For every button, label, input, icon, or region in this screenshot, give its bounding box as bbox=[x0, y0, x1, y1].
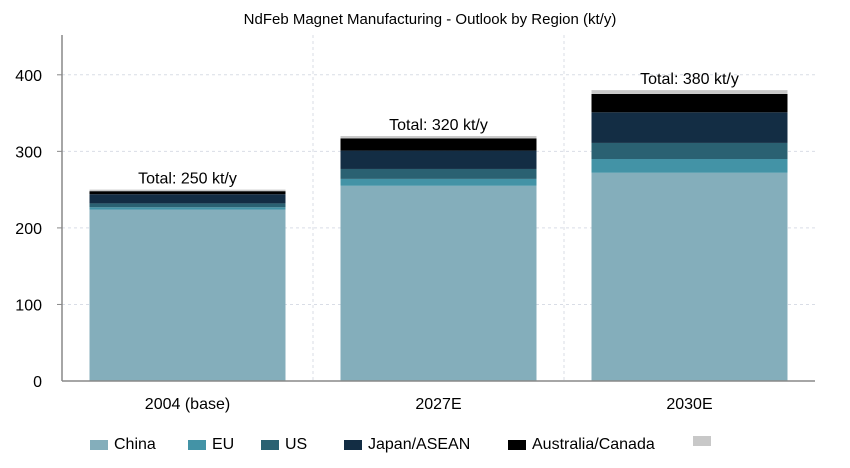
y-tick-label: 400 bbox=[15, 68, 42, 85]
y-tick-label: 100 bbox=[15, 297, 42, 314]
legend-label: Australia/Canada bbox=[532, 436, 655, 453]
bar-segment-other-2 bbox=[591, 90, 788, 94]
legend-item: Japan/ASEAN bbox=[344, 436, 470, 454]
legend-item: EU bbox=[188, 436, 234, 454]
legend-swatch bbox=[508, 440, 526, 450]
legend-label: EU bbox=[212, 436, 235, 453]
bar-segment-other-1 bbox=[340, 136, 537, 139]
chart-title: NdFeb Magnet Manufacturing - Outlook by … bbox=[244, 11, 617, 28]
bar-segment-australia-canada-1 bbox=[340, 138, 537, 151]
bar-segment-china-1 bbox=[340, 185, 537, 381]
y-tick-label: 200 bbox=[15, 221, 42, 238]
legend-label: US bbox=[285, 436, 308, 453]
bars bbox=[89, 90, 788, 381]
bar-segment-australia-canada-0 bbox=[89, 191, 286, 195]
x-tick-label: 2030E bbox=[666, 396, 712, 413]
bar-segment-japan-asean-2 bbox=[591, 112, 788, 143]
bar-segment-eu-1 bbox=[340, 178, 537, 186]
legend-swatch bbox=[693, 436, 711, 446]
chart: NdFeb Magnet Manufacturing - Outlook by … bbox=[15, 11, 815, 413]
total-annotations: Total: 250 kt/y Total: 320 kt/y Total: 380… bbox=[138, 71, 739, 188]
x-tick-label: 2004 (base) bbox=[145, 396, 230, 413]
total-label: Total: 250 kt/y bbox=[138, 171, 237, 188]
bar-segment-japan-asean-0 bbox=[89, 194, 286, 204]
bar-segment-other-0 bbox=[89, 189, 286, 192]
y-tick-label: 0 bbox=[33, 374, 42, 391]
legend-item: China bbox=[90, 436, 156, 454]
legend-item: US bbox=[261, 436, 307, 454]
legend-swatch bbox=[344, 440, 362, 450]
bar-segment-us-2 bbox=[591, 142, 788, 160]
legend-swatch bbox=[90, 440, 108, 450]
legend: China EU US Japan/ASEAN Australia/Canada bbox=[0, 432, 850, 460]
bar-segment-us-0 bbox=[89, 203, 286, 208]
category-labels: 2004 (base) 2027E 2030E bbox=[145, 396, 713, 413]
bar-segment-china-2 bbox=[591, 172, 788, 381]
legend-item bbox=[693, 436, 717, 446]
legend-label: Japan/ASEAN bbox=[368, 436, 471, 453]
bar-segment-china-0 bbox=[89, 209, 286, 381]
bar-segment-australia-canada-2 bbox=[591, 93, 788, 113]
y-tick-label: 300 bbox=[15, 144, 42, 161]
legend-item: Australia/Canada bbox=[508, 436, 655, 454]
gridlines bbox=[62, 35, 815, 381]
bar-segment-japan-asean-1 bbox=[340, 150, 537, 169]
total-label: Total: 320 kt/y bbox=[389, 117, 488, 134]
total-label: Total: 380 kt/y bbox=[640, 71, 739, 88]
bar-segment-eu-0 bbox=[89, 207, 286, 210]
y-axis-ticks: 0 100 200 300 400 bbox=[15, 68, 62, 391]
bar-segment-eu-2 bbox=[591, 159, 788, 173]
bar-segment-us-1 bbox=[340, 168, 537, 179]
x-tick-label: 2027E bbox=[415, 396, 461, 413]
legend-label: China bbox=[114, 436, 156, 453]
legend-swatch bbox=[188, 440, 206, 450]
legend-swatch bbox=[261, 440, 279, 450]
